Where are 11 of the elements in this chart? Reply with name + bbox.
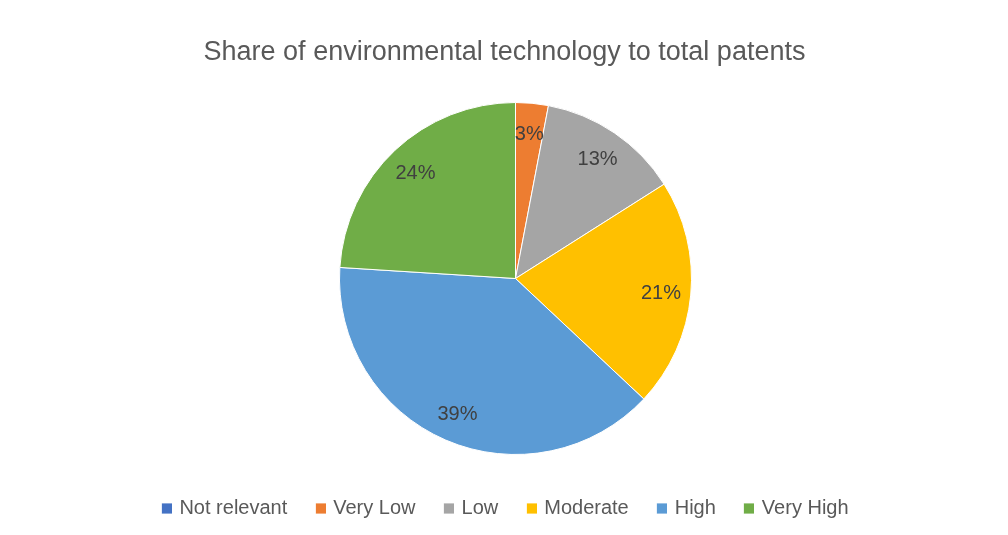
- legend-label: Low: [461, 496, 499, 519]
- data-label: 39%: [437, 401, 478, 424]
- chart-title: Share of environmental technology to total patents: [203, 35, 806, 66]
- data-label: 24%: [395, 161, 436, 184]
- data-label: 13%: [577, 146, 618, 169]
- legend-label: Moderate: [544, 496, 629, 519]
- data-label: 21%: [640, 281, 682, 304]
- legend-label: Very Low: [333, 496, 416, 519]
- legend-label: High: [674, 496, 716, 519]
- legend-label: Very High: [761, 496, 849, 519]
- legend-label: Not relevant: [179, 496, 288, 519]
